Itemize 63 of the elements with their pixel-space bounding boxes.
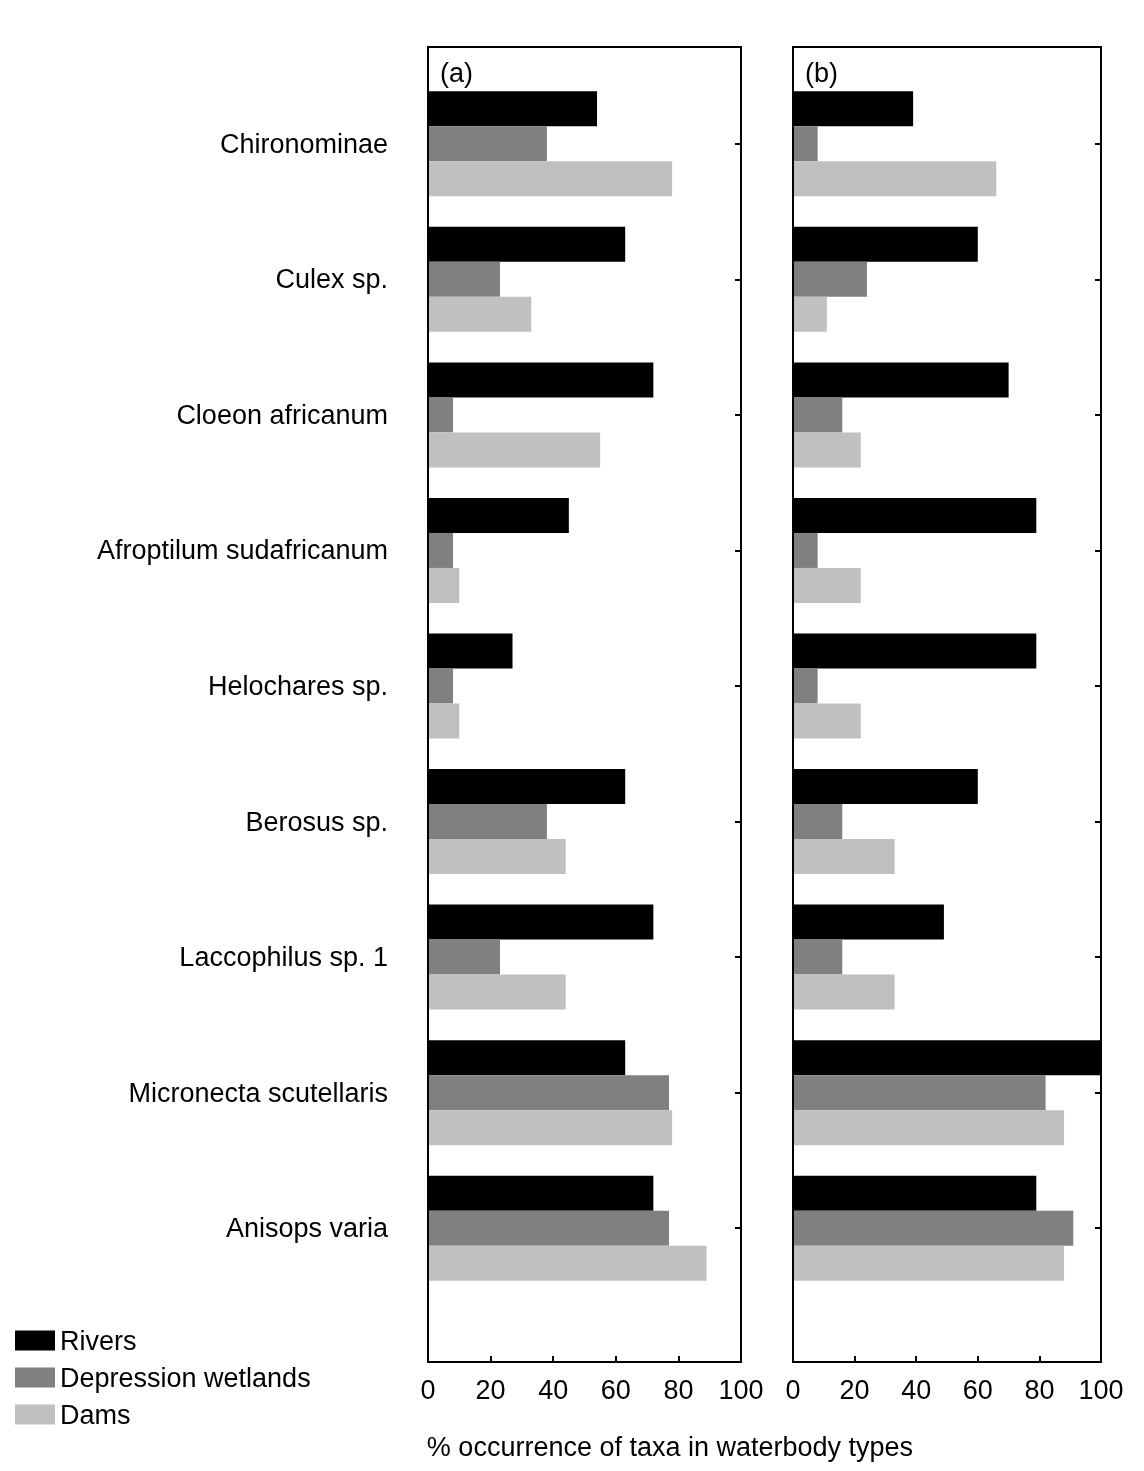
bar [428, 567, 460, 603]
bar [793, 668, 818, 704]
bar [793, 126, 818, 162]
bar [428, 1075, 670, 1111]
legend-label: Dams [60, 1399, 131, 1430]
bar [428, 804, 547, 840]
bar [428, 1210, 670, 1246]
bar [428, 939, 500, 975]
bar [793, 1245, 1065, 1281]
y-tick-label: Laccophilus sp. 1 [179, 942, 388, 973]
bar [428, 668, 454, 704]
bar [428, 261, 500, 297]
bar [428, 839, 566, 875]
x-tick-label: 20 [839, 1374, 870, 1405]
y-tick-label: Chironominae [219, 128, 388, 159]
bar [428, 126, 547, 162]
y-tick-label: Anisops varia [225, 1213, 389, 1244]
bar [793, 261, 867, 297]
x-tick-label: 80 [1024, 1374, 1055, 1405]
y-tick-label: Berosus sp. [245, 806, 388, 837]
annotation: (a) [440, 57, 473, 88]
bar [428, 296, 532, 332]
x-tick-label: 80 [663, 1374, 694, 1405]
bar [793, 1075, 1046, 1111]
x-tick-label: 60 [962, 1374, 993, 1405]
bar [793, 839, 895, 875]
bar [793, 397, 843, 433]
bar [793, 161, 997, 197]
x-tick-label: 0 [785, 1374, 801, 1405]
bar [793, 804, 843, 840]
x-tick-label: 40 [901, 1374, 932, 1405]
bar [428, 1245, 707, 1281]
bar [793, 432, 861, 468]
x-tick-label: 100 [1078, 1374, 1124, 1405]
bar [428, 397, 454, 433]
bar [793, 974, 895, 1010]
legend-label: Rivers [60, 1325, 137, 1356]
y-tick-label: Helochares sp. [207, 671, 388, 701]
bar [793, 296, 827, 332]
legend-label: Depression wetlands [60, 1362, 311, 1393]
bar [793, 703, 861, 739]
x-tick-label: 0 [420, 1374, 436, 1405]
bar [428, 974, 566, 1010]
bar [793, 532, 818, 568]
bar [428, 161, 673, 197]
y-tick-label: Afroptilum sudafricanum [96, 535, 388, 566]
bar [428, 1110, 673, 1146]
x-tick-label: 40 [538, 1374, 569, 1405]
bar [428, 432, 601, 468]
x-tick-label: 20 [475, 1374, 506, 1405]
x-axis-title: % occurrence of taxa in waterbody types [425, 1432, 915, 1463]
bar [428, 703, 460, 739]
bar [793, 1110, 1065, 1146]
x-tick-label: 100 [718, 1374, 764, 1405]
annotation: (b) [805, 57, 838, 88]
bar [793, 1210, 1074, 1246]
bar [793, 939, 843, 975]
y-tick-label: Culex sp. [275, 264, 388, 295]
y-tick-label: Cloeon africanum [176, 399, 388, 430]
y-tick-label: Micronecta scutellaris [128, 1077, 388, 1108]
bar [428, 532, 454, 568]
bar [793, 567, 861, 603]
x-tick-label: 60 [600, 1374, 631, 1405]
